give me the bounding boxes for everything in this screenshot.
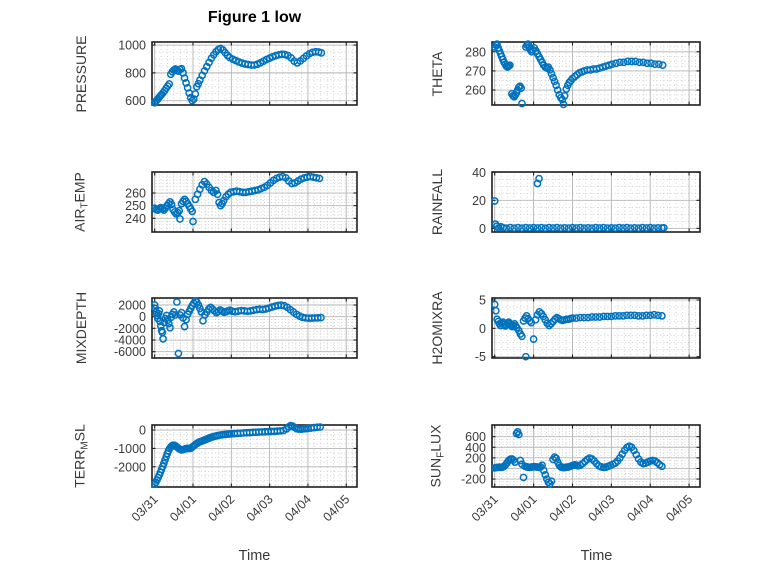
scatter-markers-rainfall [490,174,668,232]
xtick-label-04/04: 04/04 [282,492,314,524]
subplot-pressure: 600 800 1000 [118,39,358,108]
ytick-label-mixdepth: -6000 [114,345,146,359]
scatter-markers-air-temp [150,172,324,226]
ytick-label-mixdepth: -2000 [114,322,146,336]
xtick-label-04/01: 04/01 [167,492,199,524]
xtick-label-03/31: 03/31 [129,492,161,524]
ylabel-text: MIXDEPTH [73,291,89,365]
xtick-label-04/02: 04/02 [205,492,237,524]
ytick-label-pressure: 1000 [118,39,146,53]
scatter-markers-sun-flux [490,428,666,488]
ytick-label-air-temp: 240 [125,212,146,226]
xtick-label-04/04: 04/04 [624,492,656,524]
ytick-label-theta: 260 [465,84,486,98]
subplot-h2omixra: -5 0 5 [475,293,701,364]
scatter-markers-theta [490,40,667,109]
xtick-label-04/01: 04/01 [508,492,540,524]
ylabel-text: THETA [429,51,445,96]
subplot-terr-msl: -2000 -1000 0 03/31 04/01 04/02 04/03 04/04 04/0… [114,421,358,524]
ytick-label-terr-msl: -1000 [114,442,146,456]
ytick-label-sun-flux: 600 [465,430,486,444]
ytick-label-terr-msl: -2000 [114,460,146,474]
ylabel-text: EMP [71,172,88,203]
ylabel-subscript: M [79,441,91,450]
ytick-label-mixdepth: -4000 [114,334,146,348]
ylabel-theta: THETA [429,51,445,96]
ytick-label-pressure: 800 [125,66,146,80]
ytick-label-mixdepth: 0 [139,310,146,324]
xtick-label-04/05: 04/05 [663,492,695,524]
subplot-theta: 260 270 280 [465,40,701,109]
ytick-label-pressure: 600 [125,94,146,108]
ylabel-text: AIR [71,208,88,232]
ytick-label-sun-flux: 200 [465,451,486,465]
xtick-label-04/03: 04/03 [244,492,276,524]
xtick-label-04/02: 04/02 [547,492,579,524]
ylabel-text: PRESSURE [73,34,89,113]
ytick-label-rainfall: 40 [472,166,486,180]
ylabel-text: TERR [71,449,88,488]
scatter-markers-terr-msl [150,421,325,489]
ytick-label-air-temp: 260 [125,187,146,201]
ylabel-air-temp: AIRTEMP [72,172,91,232]
xaxis-label-time-left: Time [238,548,271,564]
ylabel-subscript: F [435,451,447,458]
ytick-label-sun-flux: 400 [465,441,486,455]
ylabel-text: SUN [427,457,444,488]
ytick-label-sun-flux: -200 [461,473,486,487]
xtick-label-03/31: 03/31 [469,492,501,524]
ytick-label-rainfall: 0 [479,222,486,236]
ytick-label-h2omixra: -5 [475,350,486,364]
ylabel-text: SL [71,424,88,442]
ytick-label-air-temp: 250 [125,199,146,213]
figure-title: Figure 1 low [207,9,302,26]
ytick-label-h2omixra: 5 [479,293,486,307]
ylabel-pressure: PRESSURE [73,35,89,112]
ytick-label-rainfall: 20 [472,194,486,208]
ytick-label-h2omixra: 0 [479,322,486,336]
subplot-rainfall: 0 20 40 [472,166,701,236]
ylabel-h2omixra: H2OMIXRA [429,291,445,364]
ytick-label-terr-msl: 0 [139,424,146,438]
ylabel-text: H2OMIXRA [429,291,445,365]
ylabel-rainfall: RAINFALL [429,169,445,235]
scatter-markers-mixdepth [150,297,325,358]
ytick-label-sun-flux: 0 [479,462,486,476]
ylabel-subscript: T [79,202,91,209]
ytick-label-theta: 280 [465,45,486,59]
ylabel-text: RAINFALL [429,168,445,236]
ylabel-sun-flux: SUNFLUX [428,425,447,488]
ytick-label-theta: 270 [465,64,486,78]
ylabel-text: LUX [427,424,444,452]
ylabel-mixdepth: MIXDEPTH [73,292,89,364]
ylabel-terr-msl: TERRMSL [72,424,91,488]
scatter-markers-pressure [150,44,326,107]
ytick-label-mixdepth: 2000 [118,299,146,313]
scatter-markers-h2omixra [490,300,666,361]
xtick-label-04/05: 04/05 [320,492,352,524]
xaxis-label-time-right: Time [580,548,613,564]
xtick-label-04/03: 04/03 [585,492,617,524]
